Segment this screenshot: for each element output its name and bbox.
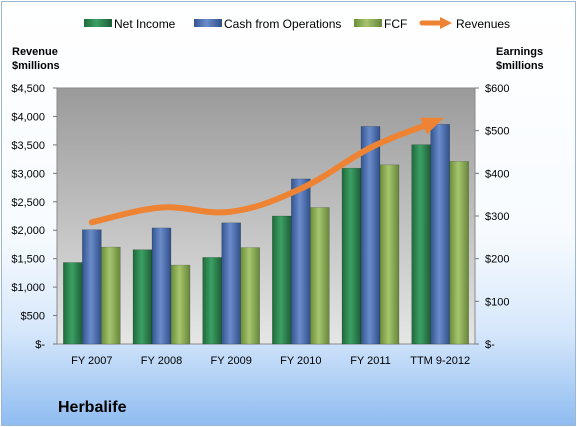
left-axis-title-line2: $millions	[12, 60, 60, 72]
left-tick-label: $4,500	[11, 83, 45, 95]
left-tick-label: $1,500	[11, 254, 45, 266]
legend-swatch-net-income	[84, 19, 112, 27]
left-tick-label: $-	[35, 339, 45, 351]
bar-cash-from-operations-fy-2008	[151, 227, 172, 345]
legend-label-fcf: FCF	[384, 17, 407, 31]
right-axis-title-line2: $millions	[496, 60, 544, 72]
bar-fcf-fy-2011	[379, 164, 400, 345]
left-axis-title-line1: Revenue	[12, 46, 58, 58]
bars-layer	[62, 124, 470, 345]
bar-cash-from-operations-ttm-9-2012	[430, 124, 451, 345]
legend-label-revenues: Revenues	[456, 17, 510, 31]
legend: Net Income Cash from Operations FCF Reve…	[84, 17, 510, 31]
bar-cash-from-operations-fy-2009	[221, 222, 241, 345]
left-tick-label: $4,000	[11, 111, 45, 123]
legend-label-net-income: Net Income	[114, 17, 176, 31]
right-tick-label: $600	[485, 83, 509, 95]
right-tick-label: $100	[485, 296, 509, 308]
bar-cash-from-operations-fy-2010	[290, 178, 311, 345]
left-tick-label: $2,000	[11, 225, 45, 237]
bar-net-income-fy-2008	[132, 249, 153, 345]
revenues-line	[88, 121, 430, 226]
x-tick-label-fy-2008: FY 2008	[141, 355, 182, 367]
right-axis-title-line1: Earnings	[496, 46, 543, 58]
bar-cash-from-operations-fy-2011	[360, 126, 381, 345]
bar-fcf-fy-2007	[101, 246, 121, 345]
right-tick-label: $-	[485, 339, 495, 351]
bar-fcf-fy-2008	[170, 264, 191, 345]
right-axis-ticks: $- $100 $200 $300 $400 $500 $600	[475, 83, 509, 351]
bar-net-income-ttm-9-2012	[411, 144, 432, 345]
bar-fcf-fy-2010	[309, 207, 330, 345]
right-tick-label: $500	[485, 126, 509, 138]
x-tick-label-fy-2011: FY 2011	[350, 355, 391, 367]
bar-cash-from-operations-fy-2007	[82, 229, 102, 345]
left-tick-label: $500	[21, 311, 45, 323]
x-tick-label-fy-2009: FY 2009	[211, 355, 252, 367]
left-tick-label: $3,500	[11, 140, 45, 152]
legend-label-cash-from-operations: Cash from Operations	[224, 17, 341, 31]
x-tick-label-fy-2010: FY 2010	[280, 355, 321, 367]
x-tick-label-ttm-9-2012: TTM 9-2012	[410, 355, 470, 367]
revenues-line-layer	[88, 117, 444, 226]
left-axis-ticks: $- $500 $1,000 $1,500 $2,000 $2,500 $3,000 $3,5…	[11, 83, 57, 351]
company-name: Herbalife	[58, 399, 127, 416]
revenues-arrowhead	[420, 117, 444, 135]
bar-fcf-fy-2009	[240, 247, 260, 345]
left-tick-label: $3,000	[11, 168, 45, 180]
right-tick-label: $200	[485, 254, 509, 266]
x-tick-label-fy-2007: FY 2007	[71, 355, 112, 367]
legend-swatch-cash-from-operations	[194, 19, 222, 27]
right-tick-label: $300	[485, 211, 509, 223]
left-tick-label: $2,500	[11, 197, 45, 209]
bar-net-income-fy-2011	[341, 167, 362, 345]
bar-net-income-fy-2010	[271, 215, 292, 345]
bar-net-income-fy-2009	[202, 257, 222, 345]
legend-swatch-fcf	[354, 19, 382, 27]
legend-swatch-revenues	[419, 17, 452, 29]
right-tick-label: $400	[485, 168, 509, 180]
bar-net-income-fy-2007	[62, 262, 83, 345]
left-tick-label: $1,000	[11, 282, 45, 294]
bar-fcf-ttm-9-2012	[449, 161, 470, 345]
x-axis-ticks: FY 2007 FY 2008 FY 2009 FY 2010 FY 2011 TTM 9…	[71, 355, 470, 367]
